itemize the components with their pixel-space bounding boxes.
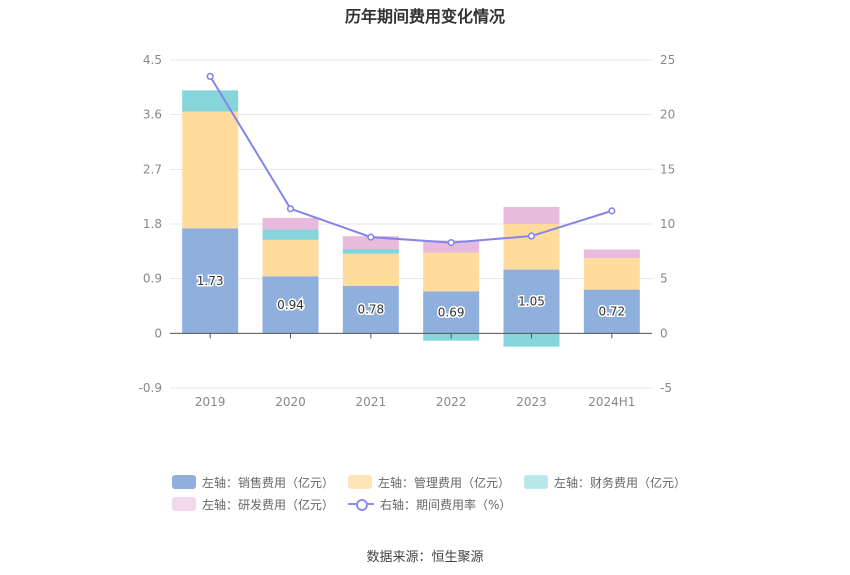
right-tick-label: 15 [660,162,675,176]
bar-4-2024H1 [583,249,640,259]
left-tick-label: 0.9 [143,272,162,286]
data-label-2024H1: 0.72 [598,304,625,318]
category-label: 2021 [356,395,387,409]
bar-4-2023 [503,206,560,224]
legend-item-rate[interactable]: 右轴：期间费用率（%） [348,496,511,513]
category-label: 2019 [195,395,226,409]
bar-2-2022 [423,252,480,292]
legend-label-sales: 左轴：销售费用（亿元） [202,475,335,490]
rate-point-2019 [206,72,214,80]
bar-3-2020 [262,229,319,240]
source-note: 数据来源：恒生聚源 [366,550,484,565]
left-tick-label: 4.5 [143,53,162,67]
bar-3-2019 [182,90,239,112]
legend-item-sales[interactable]: 左轴：销售费用（亿元） [172,474,334,491]
left-tick-label: 3.6 [143,108,162,122]
bar-3-2023 [503,333,560,347]
data-label-2021: 0.78 [357,303,384,317]
legend-row-1: 左轴：销售费用（亿元） 左轴：管理费用（亿元） 左轴：财务费用（亿元） [172,471,692,493]
data-label-2019: 1.73 [197,274,224,288]
bar-1-2021 [342,285,399,334]
right-tick-label: 25 [660,53,675,67]
right-tick-label: 5 [660,272,668,286]
legend-item-finance[interactable]: 左轴：财务费用（亿元） [524,474,686,491]
grid-lines [170,59,652,389]
bar-2-2021 [342,253,399,286]
rate-point-2023 [527,232,536,240]
legend-label-admin: 左轴：管理费用（亿元） [378,475,511,490]
bar-2-2023 [503,224,560,270]
left-tick-label: 2.7 [143,162,162,176]
bar-4-2022 [423,240,480,253]
rate-line [209,75,613,244]
data-label-2023: 1.05 [518,294,545,308]
right-tick-label: 20 [660,108,675,122]
bar-2-2024H1 [583,258,640,290]
legend-label-finance: 左轴：财务费用（亿元） [554,475,687,490]
category-label: 2024H1 [588,395,635,409]
bar-1-2023 [503,269,560,334]
legend-swatch-finance [524,475,549,489]
right-tick-label: 0 [660,326,668,340]
legend-swatch-rnd [172,497,196,511]
legend-item-rnd[interactable]: 左轴：研发费用（亿元） [172,496,334,513]
data-label-2020: 0.94 [277,298,304,312]
bar-1-2022 [423,291,480,334]
bar-2-2020 [262,239,319,277]
legend-swatch-admin [348,475,373,489]
bar-1-2020 [262,276,319,334]
rate-point-2024H1 [608,207,616,215]
legend: 左轴：销售费用（亿元） 左轴：管理费用（亿元） 左轴：财务费用（亿元） 左轴：研… [172,471,692,515]
data-label-2022: 0.69 [438,305,465,319]
bar-1-2019 [182,228,239,334]
left-tick-label: -0.9 [139,381,162,395]
legend-label-rate: 右轴：期间费用率（%） [380,497,512,512]
data-labels: 1.73 0.94 0.78 0.69 1.05 0.72 [195,272,626,321]
rate-point-2022 [447,238,455,247]
legend-row-2: 左轴：研发费用（亿元） 右轴：期间费用率（%） [172,493,692,515]
right-tick-label: -5 [660,381,672,395]
bar-4-2020 [262,217,319,230]
rate-point-2020 [286,205,295,213]
bar-series [182,90,640,347]
bar-4-2021 [342,236,399,249]
legend-label-rnd: 左轴：研发费用（亿元） [202,497,335,512]
right-tick-label: 10 [660,217,675,231]
legend-swatch-sales [172,475,196,489]
bar-1-2024H1 [583,289,640,334]
rate-line-series [206,72,616,247]
left-tick-label: 0 [154,326,162,340]
category-label: 2022 [436,395,467,409]
legend-swatch-rate [348,497,375,511]
bar-3-2021 [342,248,399,254]
left-tick-label: 1.8 [143,217,162,231]
legend-item-admin[interactable]: 左轴：管理费用（亿元） [348,474,510,491]
rate-point-2021 [367,233,375,241]
category-label: 2020 [275,395,306,409]
category-label: 2023 [516,395,547,409]
bar-2-2019 [182,111,239,229]
chart-title: 历年期间费用变化情况 [344,7,505,26]
axes: 4.5 3.6 2.7 1.8 0.9 0 -0.9 25 20 15 10 5 0 -5 2019 2020… [139,53,676,409]
